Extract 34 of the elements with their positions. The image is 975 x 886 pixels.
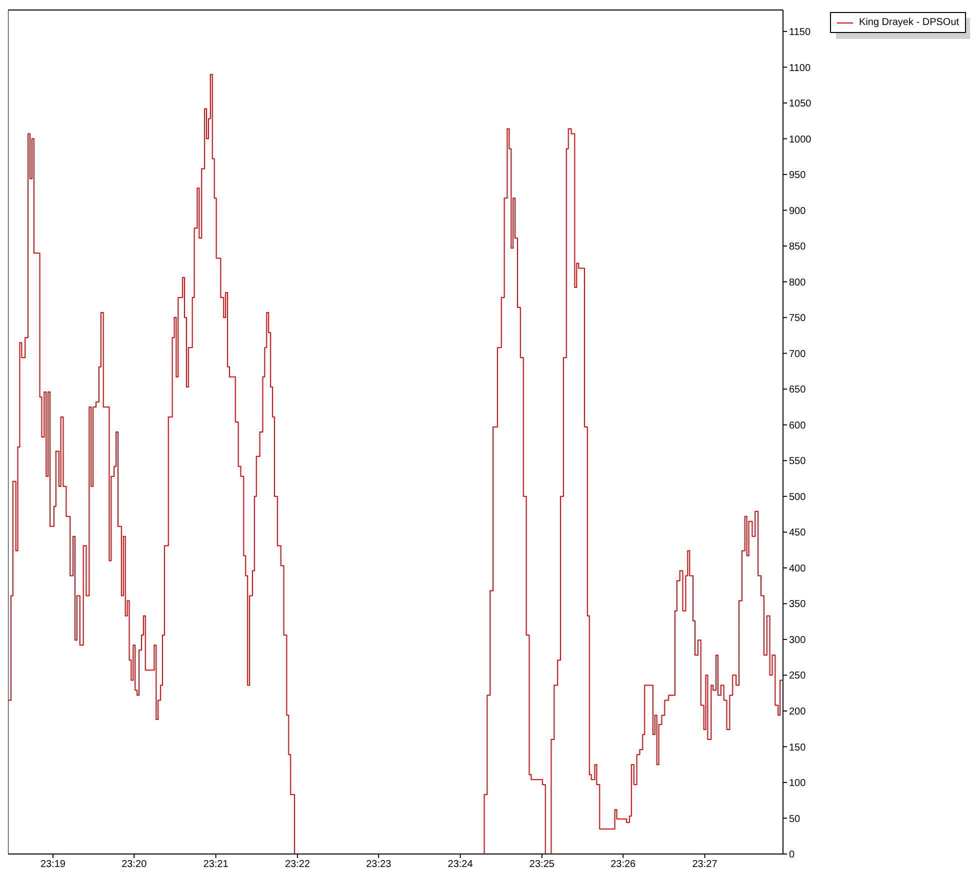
x-tick-label: 23:24 xyxy=(448,859,474,870)
x-tick-label: 23:20 xyxy=(122,859,148,870)
y-tick-label: 750 xyxy=(789,313,806,324)
y-tick-label: 450 xyxy=(789,528,806,539)
y-tick-label: 150 xyxy=(789,742,806,754)
y-tick-label: 1050 xyxy=(789,98,812,110)
y-tick-label: 500 xyxy=(789,492,806,503)
y-tick-label: 650 xyxy=(789,384,806,396)
y-tick-label: 0 xyxy=(789,850,795,861)
y-tick-label: 350 xyxy=(789,599,806,610)
y-tick-label: 700 xyxy=(789,348,806,360)
y-tick-label: 200 xyxy=(789,706,806,718)
x-tick-label: 23:27 xyxy=(692,859,718,870)
y-tick-label: 1000 xyxy=(789,134,812,146)
y-tick-label: 250 xyxy=(789,670,806,682)
x-tick-label: 23:25 xyxy=(529,859,555,870)
y-tick-label: 950 xyxy=(789,170,806,182)
x-tick-label: 23:23 xyxy=(366,859,392,870)
x-tick-label: 23:22 xyxy=(284,859,310,870)
y-tick-label: 600 xyxy=(789,420,806,432)
y-tick-label: 1100 xyxy=(789,62,811,74)
y-tick-label: 300 xyxy=(789,634,806,646)
legend-label: King Drayek - DPSOut xyxy=(859,17,960,28)
y-tick-label: 850 xyxy=(789,242,806,253)
x-tick-label: 23:19 xyxy=(40,859,66,870)
x-tick-label: 23:26 xyxy=(610,859,636,870)
y-tick-label: 50 xyxy=(789,814,801,825)
y-tick-label: 1150 xyxy=(789,27,811,38)
y-tick-label: 400 xyxy=(789,563,806,574)
x-tick-label: 23:21 xyxy=(203,859,229,870)
y-tick-label: 900 xyxy=(789,206,806,217)
y-tick-label: 800 xyxy=(789,277,806,288)
y-tick-label: 550 xyxy=(789,456,806,468)
y-tick-label: 100 xyxy=(789,778,806,790)
